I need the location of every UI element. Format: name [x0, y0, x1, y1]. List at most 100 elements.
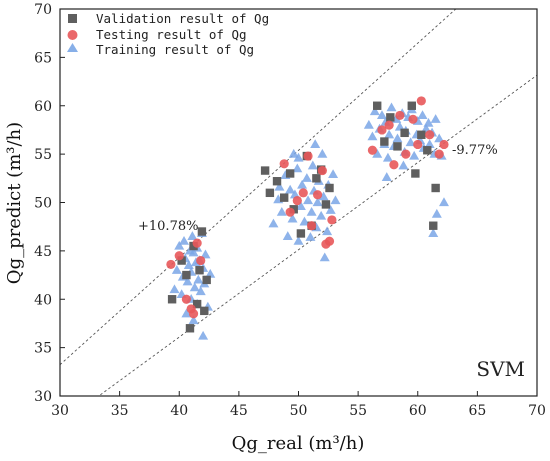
- training-point: [381, 172, 392, 181]
- legend-marker-testing: [67, 30, 78, 40]
- legend: Validation result of Qg Testing result o…: [67, 11, 269, 57]
- training-point: [181, 308, 192, 318]
- training-point: [297, 179, 308, 189]
- x-tick-label: 65: [468, 403, 486, 419]
- training-point: [424, 139, 435, 149]
- validation-point: [393, 142, 402, 151]
- training-point: [171, 265, 182, 274]
- validation-point: [400, 128, 409, 138]
- y-tick-label: 55: [34, 147, 52, 163]
- legend-label-validation: Validation result of Qg: [96, 11, 269, 26]
- validation-point: [289, 205, 298, 214]
- training-point: [409, 150, 420, 160]
- training-point: [417, 110, 428, 120]
- training-point: [363, 119, 374, 129]
- legend-marker-training: [67, 43, 78, 52]
- upper-bound-label: +10.78%: [138, 219, 198, 234]
- x-tick-label: 45: [230, 403, 248, 419]
- x-tick-label: 60: [409, 403, 427, 419]
- testing-point: [367, 145, 378, 155]
- training-point: [268, 218, 279, 228]
- training-point: [330, 195, 341, 205]
- testing-point: [324, 236, 335, 246]
- lower-bound-label: -9.77%: [452, 143, 498, 158]
- testing-point: [327, 215, 337, 225]
- training-point: [423, 117, 434, 127]
- validation-point: [200, 306, 209, 316]
- training-point: [316, 210, 327, 220]
- x-tick-label: 50: [290, 403, 308, 419]
- training-point: [285, 184, 296, 194]
- validation-point: [423, 146, 432, 155]
- testing-point: [188, 309, 199, 319]
- testing-point: [166, 259, 176, 270]
- testing-point: [303, 151, 313, 161]
- testing-point: [181, 294, 192, 304]
- lower-bound-line: [97, 74, 537, 396]
- training-point: [367, 131, 378, 141]
- y-tick-label: 45: [34, 244, 52, 260]
- testing-point: [312, 190, 323, 200]
- legend-label-training: Training result of Qg: [96, 42, 254, 57]
- testing-point: [192, 238, 202, 248]
- validation-point: [167, 295, 177, 304]
- testing-point: [439, 139, 449, 150]
- training-point: [325, 205, 336, 214]
- x-axis-title: Qg_real (m³/h): [232, 433, 365, 454]
- training-point: [288, 148, 299, 158]
- validation-point: [312, 174, 321, 183]
- legend-label-testing: Testing result of Qg: [96, 27, 247, 42]
- legend-marker-validation: [68, 14, 77, 23]
- validation-point: [431, 183, 440, 193]
- y-tick-label: 65: [34, 50, 52, 66]
- validation-point: [189, 241, 198, 251]
- y-axis-title: Qg_predict (m³/h): [4, 122, 25, 284]
- training-point: [299, 216, 310, 226]
- training-point: [431, 208, 442, 218]
- validation-point: [411, 169, 420, 178]
- training-point: [198, 330, 209, 340]
- training-point: [274, 181, 285, 191]
- x-tick-label: 35: [111, 403, 129, 419]
- training-point: [307, 160, 318, 170]
- validation-point: [285, 169, 295, 178]
- upper-bound-line: [60, 9, 457, 366]
- training-point: [276, 206, 287, 216]
- training-point: [179, 236, 190, 245]
- training-point: [188, 315, 199, 325]
- training-point: [372, 148, 383, 158]
- validation-point: [202, 275, 211, 285]
- training-point: [301, 173, 312, 182]
- testing-point: [285, 207, 295, 217]
- testing-point: [298, 188, 308, 198]
- training-point: [322, 226, 333, 236]
- validation-point: [386, 113, 395, 122]
- validation-point: [192, 299, 202, 309]
- training-point: [318, 191, 329, 201]
- x-tick-label: 70: [528, 403, 546, 419]
- training-point: [303, 195, 314, 205]
- data-points: [166, 96, 449, 340]
- testing-point: [384, 120, 394, 130]
- testing-point: [279, 159, 289, 169]
- validation-point: [407, 101, 416, 110]
- testing-point: [408, 114, 418, 124]
- training-point: [398, 160, 409, 170]
- training-point: [384, 129, 395, 139]
- training-point: [287, 213, 298, 223]
- testing-point: [434, 149, 444, 159]
- reference-lines: [60, 9, 537, 396]
- training-point: [428, 228, 439, 238]
- y-tick-label: 30: [34, 389, 52, 405]
- validation-point: [321, 200, 331, 209]
- training-point: [376, 110, 387, 120]
- testing-point: [174, 251, 184, 261]
- y-tick-label: 35: [34, 341, 52, 357]
- validation-point: [195, 266, 204, 275]
- training-point: [295, 201, 306, 210]
- training-point: [392, 133, 403, 143]
- testing-point: [389, 160, 399, 170]
- training-point: [293, 236, 304, 245]
- training-point: [328, 169, 339, 179]
- validation-point: [265, 188, 275, 198]
